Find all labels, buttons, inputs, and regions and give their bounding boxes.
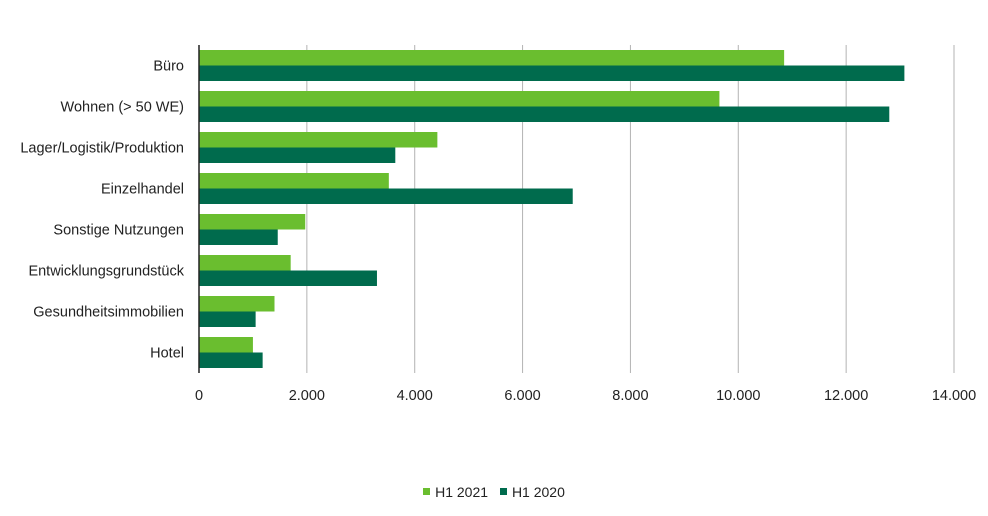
legend-label-h1-2020: H1 2020: [511, 483, 565, 500]
category-label: Hotel: [150, 346, 184, 362]
tick-labels: 0 2.000 4.000 6.000 8.000 10.000 12.000 14.000: [195, 388, 976, 404]
bar: [199, 173, 389, 189]
category-label: Büro: [153, 59, 184, 75]
bar: [199, 311, 256, 327]
x-tick-label: 4.000: [397, 388, 433, 404]
x-tick-label: 12.000: [824, 388, 868, 404]
legend-item-h1-2020: H1 2020: [499, 483, 565, 500]
bars: [199, 50, 905, 368]
bar: [199, 106, 890, 122]
x-tick-label: 10.000: [716, 388, 760, 404]
bar: [199, 147, 396, 163]
bar: [199, 214, 306, 230]
bar: [199, 188, 573, 204]
bar: [199, 132, 438, 148]
bar: [199, 229, 278, 245]
legend-item-h1-2021: H1 2021: [423, 484, 488, 500]
category-labels: Büro Wohnen (> 50 WE) Lager/Logistik/Produ…: [20, 59, 184, 362]
legend: H1 2021 H1 2020: [0, 482, 988, 500]
bar: [199, 296, 275, 312]
x-tick-label: 6.000: [504, 388, 540, 404]
bar: [199, 255, 291, 271]
legend-swatch-h1-2021: [423, 488, 431, 495]
x-tick-label: 2.000: [289, 388, 325, 404]
category-label: Gesundheitsimmobilien: [33, 305, 184, 321]
x-tick-label: 14.000: [932, 388, 976, 404]
category-label: Einzelhandel: [101, 182, 184, 198]
bar: [199, 91, 720, 107]
bar: [199, 337, 253, 353]
legend-label-h1-2021: H1 2021: [435, 483, 489, 500]
category-label: Sonstige Nutzungen: [53, 223, 184, 239]
category-label: Lager/Logistik/Produktion: [20, 141, 184, 157]
bar: [199, 352, 263, 368]
category-label: Entwicklungsgrundstück: [28, 264, 184, 280]
legend-swatch-h1-2020: [499, 488, 507, 495]
x-tick-label: 8.000: [612, 388, 648, 404]
category-label: Wohnen (> 50 WE): [61, 100, 184, 116]
bar: [199, 65, 905, 81]
x-tick-label: 0: [195, 388, 203, 404]
bar: [199, 50, 785, 66]
bar: [199, 270, 377, 286]
